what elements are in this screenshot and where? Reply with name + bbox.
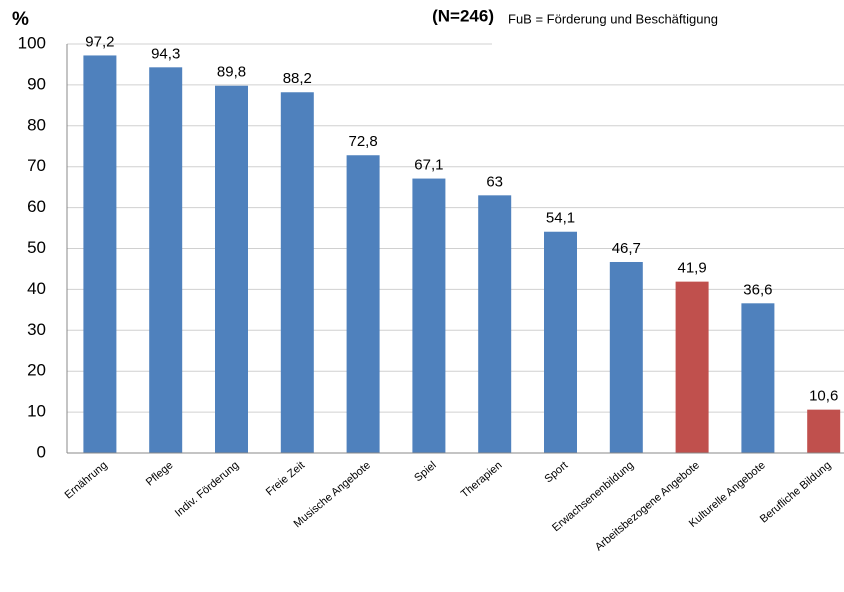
- bar: [83, 55, 117, 454]
- y-tick-label: 40: [27, 279, 46, 298]
- bar: [741, 303, 775, 453]
- title-backdrop: [492, 28, 844, 48]
- value-label: 67,1: [414, 157, 443, 174]
- value-label: 10,6: [809, 388, 838, 405]
- x-tick-label: Indiv. Förderung: [173, 459, 241, 519]
- grid-layer: [66, 43, 844, 454]
- value-label: 41,9: [677, 260, 706, 277]
- y-tick-label: 80: [27, 115, 46, 134]
- y-tick-label: 100: [18, 33, 46, 52]
- value-label: 88,2: [283, 70, 312, 87]
- y-tick-label: 30: [27, 320, 46, 339]
- x-tick-label: Spiel: [412, 459, 438, 484]
- x-tick-label: Berufliche Bildung: [758, 459, 834, 525]
- y-axis-label: %: [12, 9, 29, 30]
- x-tick-label: Sport: [542, 459, 570, 485]
- bar: [609, 261, 643, 453]
- y-tick-label: 50: [27, 238, 46, 257]
- bar: [544, 231, 577, 453]
- x-tick-label: Pflege: [144, 459, 176, 488]
- value-label: 46,7: [612, 240, 641, 257]
- x-tick-label: Freie Zeit: [264, 459, 307, 498]
- bar: [149, 67, 183, 454]
- chart-title: (N=246): [432, 6, 494, 25]
- value-label: 94,3: [151, 45, 180, 62]
- value-label: 63: [486, 173, 503, 190]
- value-label: 89,8: [217, 64, 246, 81]
- y-tick-label: 10: [27, 402, 46, 421]
- bar: [412, 178, 446, 453]
- bar: [807, 409, 841, 453]
- y-tick-label: 70: [27, 156, 46, 175]
- y-tick-label: 60: [27, 197, 46, 216]
- bar: [215, 85, 248, 453]
- value-label: 36,6: [743, 281, 772, 298]
- bar: [478, 195, 512, 453]
- chart-subtitle: FuB = Förderung und Beschäftigung: [508, 11, 718, 26]
- y-tick-label: 90: [27, 74, 46, 93]
- value-label: 72,8: [348, 133, 377, 150]
- x-tick-label: Therapien: [459, 459, 505, 500]
- bar: [346, 155, 380, 454]
- value-label: 97,2: [85, 33, 114, 50]
- bar: [280, 92, 314, 454]
- y-tick-label: 0: [37, 442, 46, 461]
- y-tick-label: 20: [27, 361, 46, 380]
- x-tick-label: Ernährung: [63, 459, 110, 501]
- bar: [675, 281, 709, 453]
- value-label: 54,1: [546, 210, 575, 227]
- x-tick-label: Arbeitsbezogene Angebote: [593, 459, 702, 553]
